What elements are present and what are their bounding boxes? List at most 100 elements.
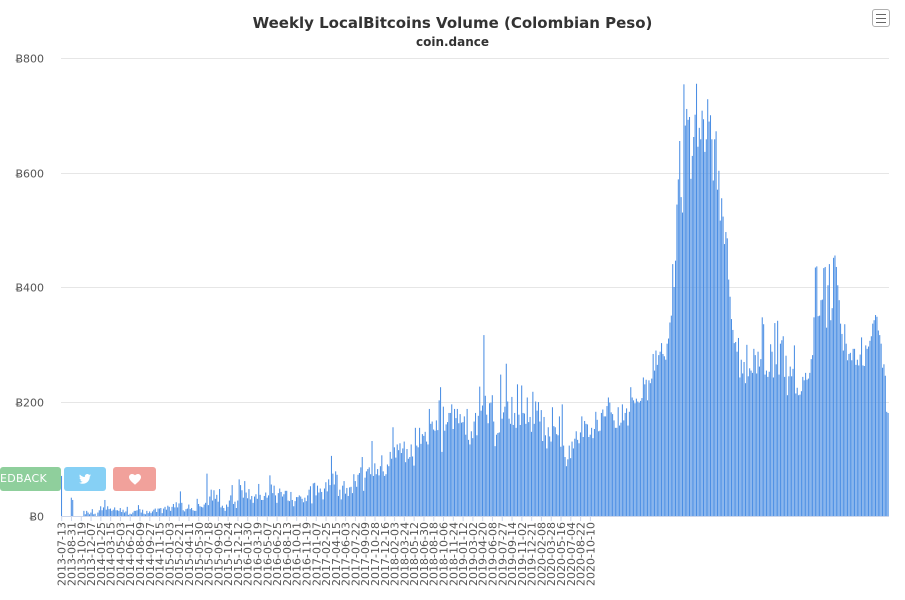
- bar[interactable]: [466, 408, 468, 516]
- bar[interactable]: [886, 411, 888, 516]
- bar[interactable]: [255, 494, 257, 516]
- bar[interactable]: [834, 255, 836, 516]
- bar[interactable]: [500, 374, 502, 516]
- heart-button[interactable]: [113, 467, 156, 491]
- bar[interactable]: [181, 502, 183, 516]
- bar[interactable]: [765, 370, 767, 516]
- bar[interactable]: [234, 501, 236, 516]
- bar[interactable]: [381, 455, 383, 516]
- bar[interactable]: [599, 430, 601, 516]
- bar[interactable]: [750, 370, 752, 516]
- bar[interactable]: [859, 354, 861, 516]
- bar[interactable]: [556, 434, 558, 516]
- bar[interactable]: [298, 495, 300, 516]
- bar[interactable]: [662, 353, 664, 516]
- bar[interactable]: [620, 422, 622, 516]
- bar[interactable]: [430, 423, 432, 516]
- bar[interactable]: [87, 512, 89, 516]
- bar[interactable]: [861, 337, 863, 516]
- bar[interactable]: [665, 359, 667, 516]
- bar[interactable]: [304, 497, 306, 516]
- bar[interactable]: [715, 131, 717, 516]
- bar[interactable]: [498, 432, 500, 516]
- bar[interactable]: [200, 506, 202, 516]
- bar[interactable]: [351, 493, 353, 516]
- bar[interactable]: [393, 447, 395, 516]
- bar[interactable]: [502, 412, 505, 516]
- bar[interactable]: [740, 359, 742, 516]
- bar[interactable]: [767, 376, 769, 516]
- bar[interactable]: [426, 441, 428, 516]
- bar[interactable]: [224, 510, 226, 516]
- bar[interactable]: [94, 513, 96, 516]
- bar[interactable]: [116, 510, 118, 516]
- bar[interactable]: [161, 513, 163, 516]
- bar[interactable]: [732, 329, 734, 516]
- feedback-button[interactable]: EDBACK: [0, 467, 61, 491]
- bar[interactable]: [86, 510, 88, 516]
- bar[interactable]: [782, 336, 784, 516]
- bar[interactable]: [372, 475, 374, 516]
- bar[interactable]: [344, 493, 346, 516]
- bar[interactable]: [795, 393, 797, 516]
- bar[interactable]: [730, 319, 732, 516]
- bar[interactable]: [501, 418, 503, 516]
- bar[interactable]: [869, 340, 871, 516]
- bar[interactable]: [365, 471, 367, 516]
- bar[interactable]: [262, 499, 264, 516]
- bar[interactable]: [363, 490, 365, 516]
- bar[interactable]: [312, 483, 314, 516]
- bar[interactable]: [456, 408, 458, 516]
- bar[interactable]: [403, 441, 405, 516]
- bar[interactable]: [193, 510, 195, 516]
- bar[interactable]: [428, 408, 430, 516]
- bar[interactable]: [793, 345, 795, 516]
- bar[interactable]: [154, 508, 156, 516]
- bar[interactable]: [549, 436, 551, 516]
- bar[interactable]: [623, 420, 625, 516]
- bar[interactable]: [593, 428, 595, 516]
- bar[interactable]: [873, 320, 875, 516]
- bar[interactable]: [247, 498, 249, 516]
- bar[interactable]: [785, 355, 787, 516]
- bar[interactable]: [621, 404, 623, 516]
- bar[interactable]: [565, 466, 567, 516]
- bar[interactable]: [806, 379, 808, 516]
- bar[interactable]: [491, 395, 493, 516]
- bar[interactable]: [360, 467, 362, 516]
- bar[interactable]: [150, 513, 152, 516]
- bar[interactable]: [592, 438, 594, 516]
- bar[interactable]: [700, 139, 702, 517]
- bar[interactable]: [413, 465, 415, 516]
- bar[interactable]: [581, 416, 583, 516]
- bar[interactable]: [287, 500, 289, 516]
- bar[interactable]: [884, 375, 886, 516]
- bar[interactable]: [101, 510, 103, 516]
- bar[interactable]: [540, 410, 542, 516]
- bar[interactable]: [547, 427, 549, 516]
- bar[interactable]: [578, 443, 580, 516]
- bar[interactable]: [431, 421, 433, 516]
- bar[interactable]: [328, 479, 330, 516]
- bar[interactable]: [802, 376, 804, 516]
- bar[interactable]: [248, 489, 250, 516]
- bar[interactable]: [261, 499, 263, 516]
- bar[interactable]: [291, 499, 293, 516]
- bar[interactable]: [516, 384, 519, 516]
- bar[interactable]: [227, 506, 229, 516]
- bar[interactable]: [84, 514, 86, 516]
- bar[interactable]: [614, 427, 616, 516]
- bar[interactable]: [792, 368, 794, 516]
- bar[interactable]: [484, 395, 486, 516]
- bar[interactable]: [226, 504, 228, 516]
- bar[interactable]: [130, 514, 132, 516]
- bar[interactable]: [872, 323, 874, 516]
- bar[interactable]: [308, 489, 310, 516]
- bar[interactable]: [712, 180, 714, 516]
- bar[interactable]: [536, 410, 538, 516]
- bar[interactable]: [542, 441, 544, 516]
- bar[interactable]: [473, 421, 475, 516]
- bar[interactable]: [249, 499, 251, 516]
- bar[interactable]: [350, 486, 352, 516]
- bar[interactable]: [157, 508, 159, 516]
